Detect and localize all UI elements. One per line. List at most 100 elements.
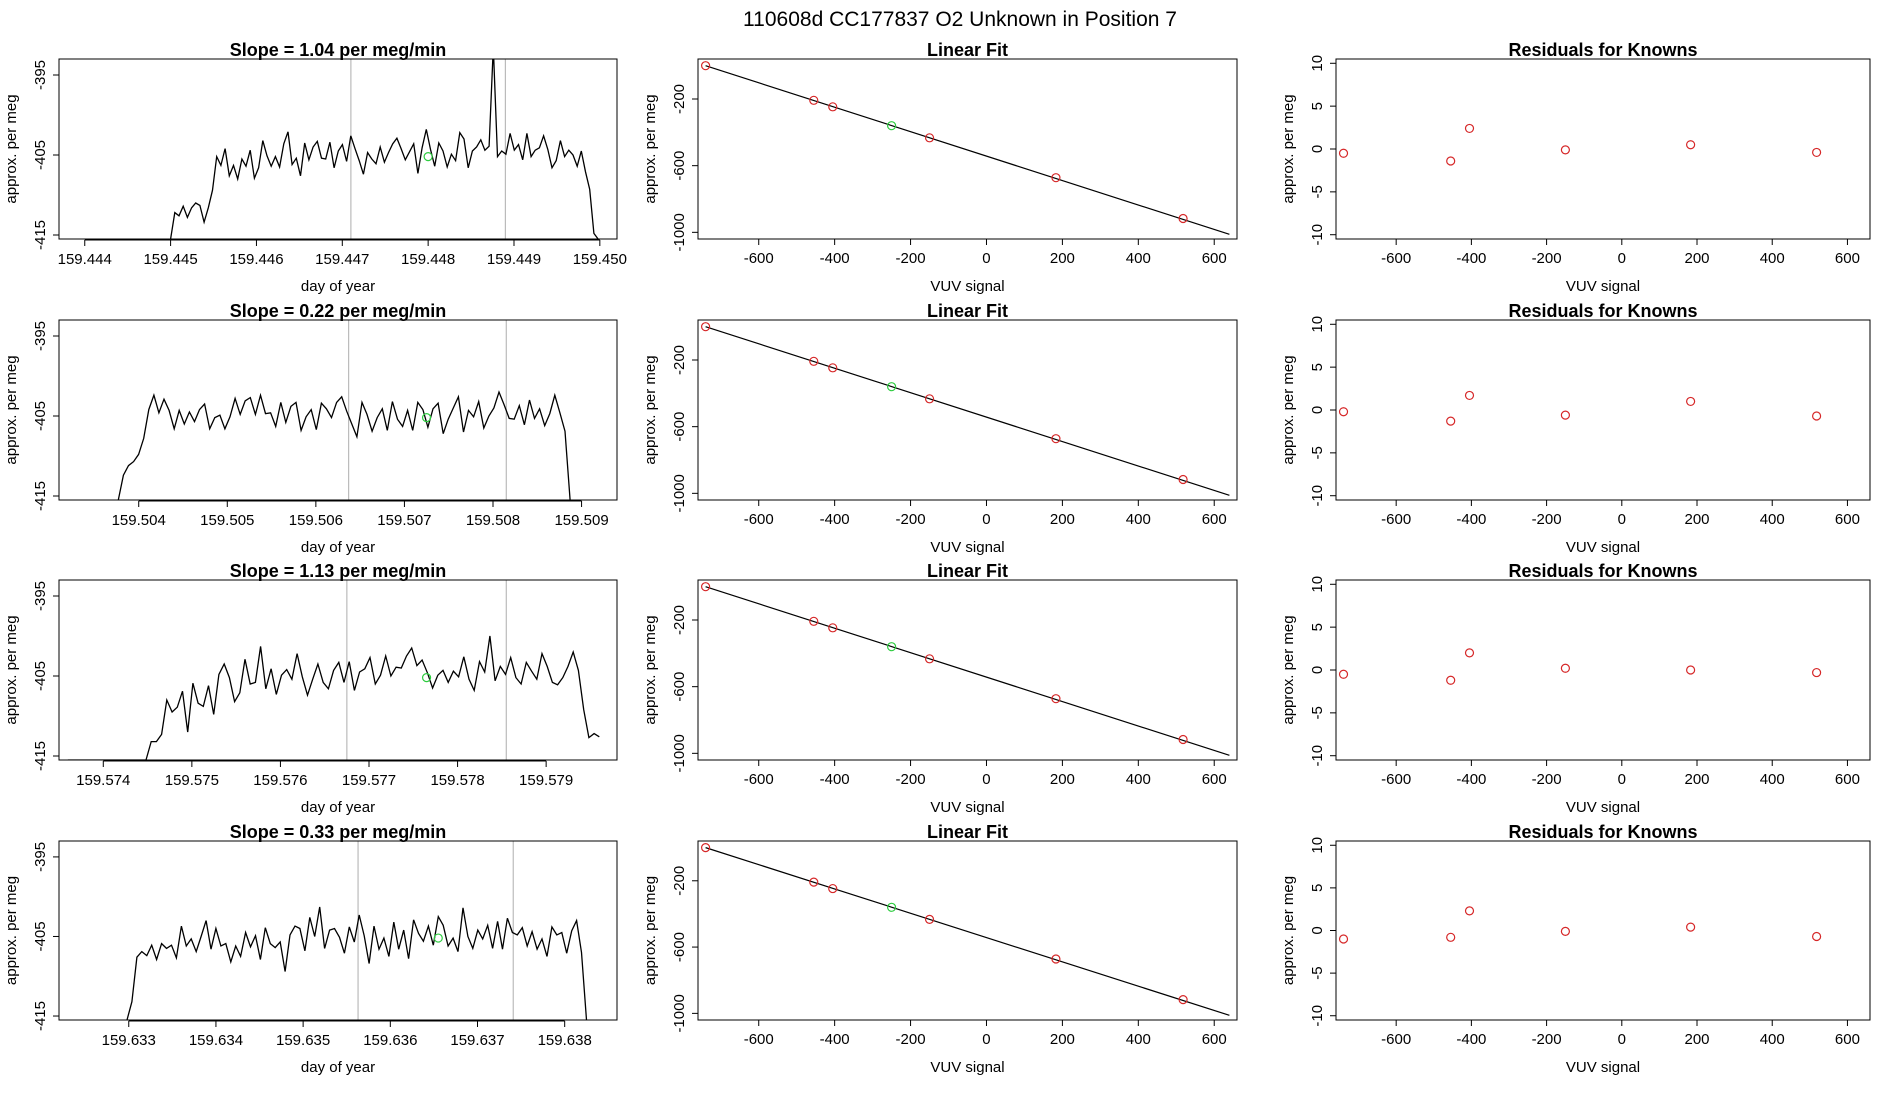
plot-frame: [697, 840, 1238, 1021]
x-tick-label: -400: [1456, 1031, 1486, 1048]
chart-title: Linear Fit: [927, 561, 1008, 581]
series-line: [126, 906, 588, 1020]
residual-point: [1464, 123, 1475, 134]
y-tick-label: 5: [1309, 102, 1326, 110]
x-tick-label: 0: [1618, 771, 1626, 788]
fit-line: [705, 65, 1230, 235]
plot-frame: [697, 579, 1238, 761]
chart-residuals-row2: Residuals for Knowns VUV signal approx. pe…: [1280, 561, 1871, 816]
x-axis-label: VUV signal: [930, 1059, 1004, 1076]
unknown-point: [421, 672, 432, 683]
plot-frame: [1335, 58, 1871, 240]
chart-title: Slope = 0.22 per meg/min: [230, 301, 447, 321]
x-tick-label: -200: [896, 250, 926, 267]
residual-point: [1560, 410, 1570, 420]
fit-line: [705, 326, 1230, 496]
x-tick-label: -400: [1456, 771, 1486, 788]
x-tick-label: 159.509: [554, 512, 608, 529]
x-tick-label: 0: [1618, 250, 1626, 267]
y-axis-label: approx. per meg: [3, 615, 20, 724]
y-tick-label: -600: [671, 932, 688, 962]
known-point: [924, 133, 935, 143]
known-point: [924, 654, 935, 664]
x-tick-label: -200: [1532, 771, 1562, 788]
x-tick-label: 400: [1126, 250, 1151, 267]
x-tick-label: -600: [744, 250, 774, 267]
x-tick-label: -600: [1381, 511, 1411, 528]
y-tick-label: -200: [671, 84, 688, 114]
y-tick-label: 0: [1309, 666, 1326, 674]
residual-point: [1686, 665, 1696, 675]
plot-area: [1338, 123, 1822, 166]
x-axis-label: VUV signal: [1566, 278, 1640, 295]
y-tick-label: -10: [1309, 745, 1326, 767]
y-tick-label: -600: [671, 412, 688, 442]
known-point: [809, 616, 819, 626]
x-tick-label: -200: [896, 511, 926, 528]
plot-area: [700, 843, 1230, 1016]
y-tick-label: -395: [32, 60, 49, 90]
y-axis-label: approx. per meg: [1280, 876, 1297, 985]
x-tick-label: 400: [1760, 250, 1785, 267]
x-tick-label: 600: [1835, 771, 1860, 788]
x-tick-label: 159.636: [363, 1032, 417, 1049]
chart-linear_fit-row3: Linear Fit VUV signal approx. per meg -600 -…: [642, 822, 1238, 1076]
y-axis-label: approx. per meg: [642, 355, 659, 464]
y-tick-label: -1000: [671, 734, 688, 772]
unknown-point: [886, 121, 897, 131]
x-tick-label: -200: [896, 1031, 926, 1048]
x-axis-label: VUV signal: [930, 278, 1004, 295]
x-tick-label: 159.638: [538, 1032, 592, 1049]
y-tick-label: 5: [1309, 884, 1326, 892]
x-tick-label: 600: [1202, 511, 1227, 528]
x-tick-label: 600: [1202, 250, 1227, 267]
y-tick-label: -200: [671, 605, 688, 635]
y-tick-label: -395: [32, 842, 49, 872]
chart-title: Residuals for Knowns: [1508, 40, 1697, 60]
x-tick-label: 159.450: [573, 251, 627, 268]
y-axis-label: approx. per meg: [642, 615, 659, 724]
fit-line: [705, 847, 1230, 1016]
known-point: [809, 877, 819, 887]
known-point: [1051, 954, 1061, 964]
x-tick-label: -400: [820, 250, 850, 267]
x-tick-label: 400: [1760, 1031, 1785, 1048]
y-tick-label: -415: [32, 1001, 49, 1031]
fit-line: [705, 586, 1230, 756]
residual-point: [1446, 156, 1456, 166]
y-tick-label: 0: [1309, 926, 1326, 934]
x-tick-label: 200: [1684, 771, 1709, 788]
y-tick-label: -10: [1309, 224, 1326, 246]
unknown-point: [423, 152, 433, 162]
x-tick-label: 0: [1618, 511, 1626, 528]
x-tick-label: 159.579: [519, 772, 573, 789]
chart-title: Residuals for Knowns: [1508, 301, 1697, 321]
residual-point: [1338, 407, 1349, 417]
x-tick-label: 600: [1835, 250, 1860, 267]
x-tick-label: 159.506: [289, 512, 343, 529]
chart-title: Slope = 1.13 per meg/min: [230, 561, 447, 581]
plot-frame: [58, 840, 618, 1021]
series-line: [117, 390, 571, 500]
chart-title: Linear Fit: [927, 301, 1008, 321]
y-tick-label: -405: [32, 401, 49, 431]
known-point: [1178, 734, 1188, 745]
x-tick-label: 200: [1050, 511, 1075, 528]
x-tick-label: 200: [1050, 250, 1075, 267]
residual-point: [1464, 906, 1475, 916]
x-tick-label: 159.447: [315, 251, 369, 268]
unknown-point: [886, 642, 897, 652]
known-point: [1051, 694, 1061, 704]
y-tick-label: -600: [671, 151, 688, 181]
y-tick-label: -5: [1309, 185, 1326, 198]
known-point: [828, 363, 838, 373]
plot-frame: [1335, 319, 1871, 501]
x-axis-label: day of year: [301, 799, 375, 816]
residual-point: [1464, 390, 1475, 401]
x-axis-label: VUV signal: [930, 539, 1004, 556]
residual-point: [1464, 648, 1475, 658]
residual-point: [1560, 145, 1570, 155]
x-tick-label: -400: [1456, 511, 1486, 528]
y-tick-label: -200: [671, 345, 688, 375]
y-axis-label: approx. per meg: [1280, 94, 1297, 203]
